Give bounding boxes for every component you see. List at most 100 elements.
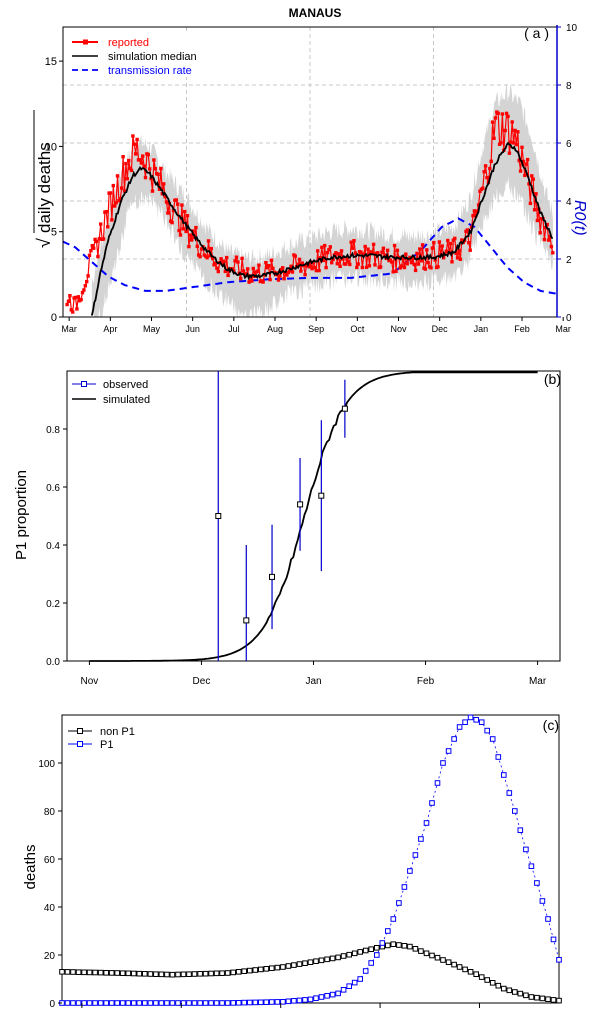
reported-point: [485, 176, 489, 180]
P1-point: [208, 1000, 214, 1006]
y-right-tick-label: 2: [566, 255, 572, 266]
y-axis-right: 0 2 4 6 8 10: [557, 23, 578, 324]
nonP1-point: [269, 965, 275, 972]
reported-point: [285, 273, 289, 277]
y-tick-label: 5: [51, 227, 57, 239]
nonP1-point: [59, 969, 65, 975]
reported-point: [489, 159, 493, 163]
P1-series: [59, 714, 562, 1006]
nonP1-point: [169, 971, 176, 978]
reported-point: [420, 243, 425, 247]
nonP1-point: [501, 985, 507, 992]
panel-label-c: (c): [543, 717, 559, 733]
reported-point: [324, 265, 328, 270]
simulation-band: [91, 83, 553, 318]
nonP1-point: [241, 968, 247, 975]
reported-point: [535, 218, 540, 223]
P1-point: [291, 998, 297, 1004]
P1-point: [103, 1000, 110, 1006]
reported-point: [504, 111, 509, 116]
reported-point: [261, 280, 265, 284]
reported-point: [413, 268, 418, 273]
reported-point: [174, 198, 178, 202]
reported-point: [219, 257, 223, 261]
reported-point: [346, 260, 351, 264]
reported-point: [335, 262, 339, 266]
P1-point: [108, 1000, 115, 1006]
reported-point: [159, 166, 163, 171]
observed-point: [269, 573, 275, 580]
nonP1-point: [70, 969, 76, 975]
simulated-series: [89, 371, 538, 662]
P1-point: [539, 898, 546, 904]
nonP1-point: [550, 997, 557, 1003]
reported-point: [488, 166, 492, 171]
P1-point: [501, 772, 507, 778]
y-axis-b: 0.0 0.2 0.4 0.6 0.8: [46, 425, 67, 668]
nonP1-point: [208, 970, 214, 977]
y-axis-left-label: daily deaths: [35, 142, 54, 233]
legend-c: non P1 P1: [68, 726, 135, 751]
y-tick-label: 10: [45, 141, 57, 153]
plot-frame-b: [66, 370, 561, 662]
axis-box-b: [66, 370, 561, 662]
nonP1-point: [495, 982, 502, 989]
P1-point: [114, 1000, 121, 1006]
reported-point: [101, 237, 106, 241]
reported-point: [476, 203, 481, 207]
reported-point: [117, 199, 121, 203]
nonP1-point: [136, 970, 143, 977]
nonP1-point: [484, 977, 490, 983]
panel-a: MANAUS Mar Apr May Jun Jul Aug Sep Oct Nov Dec Jan…: [33, 6, 588, 334]
P1-point: [131, 1000, 137, 1006]
y-tick-label: 0.2: [46, 599, 60, 610]
reported-point: [139, 161, 143, 165]
nonP1-point: [274, 964, 281, 971]
nonP1-series: [59, 941, 562, 1004]
P1-point: [158, 1000, 165, 1006]
P1-point: [329, 991, 336, 998]
P1-point: [75, 1000, 82, 1006]
P1-point: [445, 748, 452, 754]
reported-point: [198, 255, 202, 259]
nonP1-point: [545, 996, 551, 1003]
nonP1-point: [512, 989, 518, 995]
nonP1-point: [81, 969, 87, 976]
reported-point: [120, 186, 124, 190]
reported-point: [68, 294, 72, 298]
reported-point: [530, 174, 534, 178]
reported-point: [345, 257, 349, 261]
x-tick-label: Jul: [228, 324, 240, 334]
reported-point: [525, 157, 530, 162]
reported-point: [411, 256, 415, 260]
P1-point: [230, 1000, 236, 1006]
y-tick-label: 0: [51, 312, 57, 324]
reported-point: [430, 246, 435, 250]
observed-point: [297, 501, 304, 508]
P1-point: [97, 1000, 104, 1006]
y-tick-label: 20: [44, 951, 56, 962]
reported-point: [457, 248, 461, 253]
observed-point: [341, 405, 348, 412]
x-axis-c: [81, 1003, 480, 1008]
reported-point: [432, 240, 436, 245]
legend-P1-marker: [77, 741, 83, 747]
y-right-tick-label: 6: [566, 139, 572, 150]
y-tick-label: 60: [44, 855, 56, 866]
nonP1-point: [329, 955, 336, 962]
nonP1-point: [147, 971, 154, 977]
reported-point: [187, 244, 191, 249]
reported-point: [528, 201, 533, 206]
P1-point: [418, 836, 424, 842]
reported-point: [518, 169, 523, 173]
y-tick-label: 80: [44, 807, 56, 818]
reported-point: [135, 137, 139, 142]
reported-point: [307, 265, 311, 269]
reported-point: [191, 229, 195, 233]
P1-point: [390, 916, 397, 922]
reported-point: [318, 256, 323, 260]
median-line: [90, 141, 554, 316]
nonP1-point: [418, 948, 424, 954]
reported-point: [300, 261, 304, 265]
nonP1-point: [346, 951, 352, 958]
